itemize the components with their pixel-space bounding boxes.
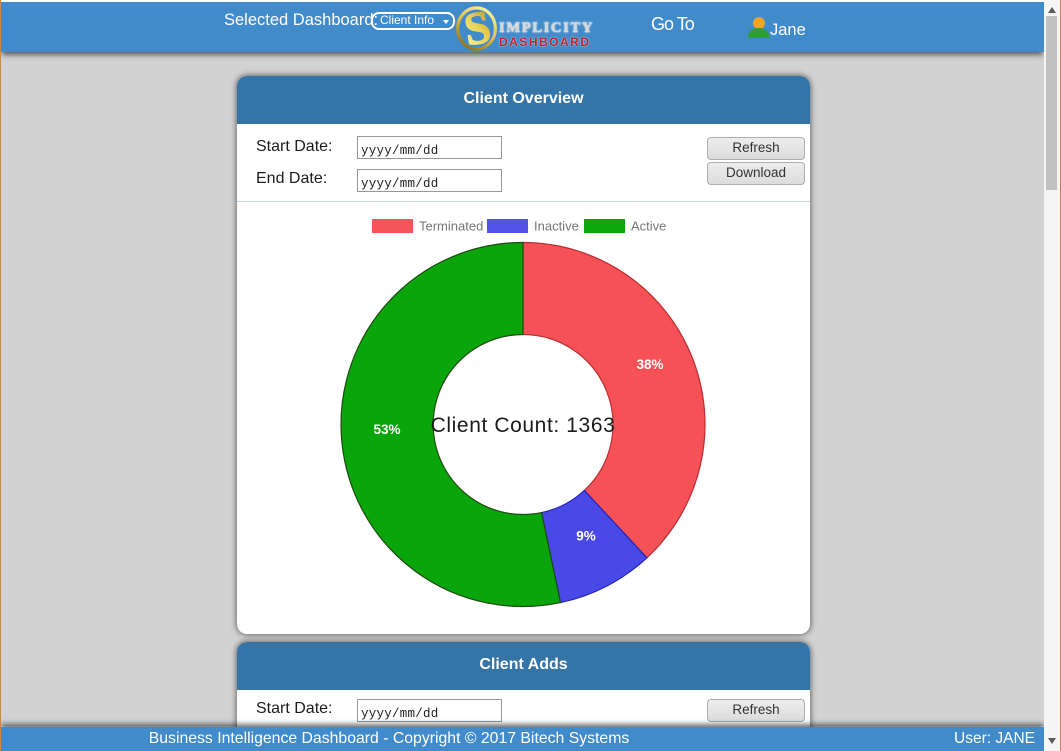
svg-text:9%: 9% [576, 528, 596, 543]
svg-text:53%: 53% [373, 422, 400, 437]
svg-text:Active: Active [631, 218, 666, 233]
svg-text:38%: 38% [636, 357, 663, 372]
svg-text:Client Count: 1363: Client Count: 1363 [431, 414, 616, 437]
svg-text:Inactive: Inactive [534, 218, 579, 233]
svg-text:Terminated: Terminated [419, 218, 483, 233]
